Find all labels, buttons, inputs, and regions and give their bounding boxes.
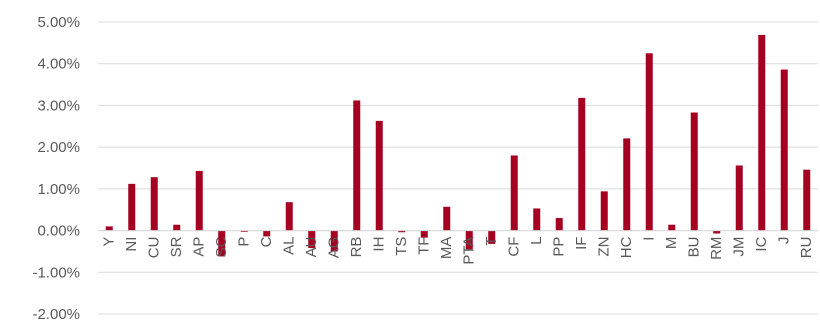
x-category-label: TS xyxy=(393,237,410,256)
x-category-label: SC xyxy=(213,236,230,257)
bar-j xyxy=(780,69,788,231)
y-tick-label: 2.00% xyxy=(37,139,80,156)
bar-m xyxy=(668,224,676,231)
bar-hc xyxy=(623,138,631,231)
x-category-label: IH xyxy=(371,237,388,252)
x-category-label: P xyxy=(236,237,253,247)
bar-ma xyxy=(443,206,451,231)
x-category-label: JM xyxy=(731,237,748,257)
bar-tf xyxy=(420,230,428,238)
x-category-label: MA xyxy=(438,237,455,259)
bar-rb xyxy=(353,100,361,231)
bar-al xyxy=(285,202,293,231)
bar-t xyxy=(488,230,496,244)
bar-ag xyxy=(330,230,338,252)
x-category-label: L xyxy=(528,237,545,245)
x-category-label: AU xyxy=(303,237,320,258)
y-tick-label: 4.00% xyxy=(37,56,80,73)
x-category-label: ZN xyxy=(596,237,613,257)
bar-y xyxy=(105,226,113,231)
x-category-label: HC xyxy=(618,236,635,258)
bar-au xyxy=(308,230,316,249)
y-tick-label: -1.00% xyxy=(32,264,80,281)
bar-ts xyxy=(398,230,406,233)
bar-sr xyxy=(173,224,181,231)
bar-jm xyxy=(735,165,743,231)
bar-l xyxy=(533,208,541,231)
bar-cf xyxy=(510,155,518,231)
y-tick-label: 5.00% xyxy=(37,14,80,31)
x-category-label: I xyxy=(641,237,658,241)
x-category-label: J xyxy=(776,237,793,245)
bar-ni xyxy=(128,183,136,231)
x-category-label: IC xyxy=(753,236,770,251)
bar-c xyxy=(263,230,271,237)
bar-pp xyxy=(555,218,563,231)
y-tick-label: 3.00% xyxy=(37,97,80,114)
x-category-label: SR xyxy=(168,236,185,257)
x-category-label: PTA xyxy=(461,237,478,265)
x-category-label: NI xyxy=(123,237,140,252)
bar-ih xyxy=(375,120,383,231)
y-axis-tick-labels: -2.00% -1.00% 0.00% 1.00% 2.00% 3.00% 4.00% 5.0… xyxy=(32,14,80,320)
bar-zn xyxy=(600,191,608,231)
x-category-label: RB xyxy=(348,237,365,258)
y-tick-label: -2.00% xyxy=(32,306,80,320)
x-category-label: C xyxy=(258,236,275,247)
bar-i xyxy=(645,53,653,231)
bar-ru xyxy=(803,169,811,231)
x-category-label: Y xyxy=(101,237,118,247)
x-category-label: T xyxy=(483,237,500,246)
x-category-label: BU xyxy=(686,237,703,258)
x-category-label: CU xyxy=(146,237,163,259)
x-category-label: M xyxy=(663,237,680,250)
x-category-label: AP xyxy=(191,237,208,257)
gridlines xyxy=(98,21,818,315)
x-category-label: CF xyxy=(506,237,523,257)
x-category-label: AG xyxy=(326,237,343,259)
x-category-label: RU xyxy=(798,237,815,259)
bar-sc xyxy=(218,230,226,257)
bar-ap xyxy=(195,170,203,231)
bar-bu xyxy=(690,112,698,231)
x-axis-category-labels: Y NI CU SR AP SC P C AL AU AG RB IH TS TF MA PTA T CF L PP IF… xyxy=(101,236,816,264)
bar-cu xyxy=(150,177,158,231)
bar-ic xyxy=(758,34,766,231)
bar-if xyxy=(578,97,586,231)
bar-rm xyxy=(713,230,721,234)
bars xyxy=(105,34,811,257)
x-category-label: RM xyxy=(708,237,725,260)
x-category-label: PP xyxy=(551,237,568,257)
x-category-label: AL xyxy=(281,237,298,255)
y-tick-label: 0.00% xyxy=(37,223,80,240)
y-tick-label: 1.00% xyxy=(37,181,80,198)
x-category-label: IF xyxy=(573,237,590,250)
bar-p xyxy=(240,230,248,232)
bar-pta xyxy=(465,230,473,250)
x-category-label: TF xyxy=(416,237,433,255)
